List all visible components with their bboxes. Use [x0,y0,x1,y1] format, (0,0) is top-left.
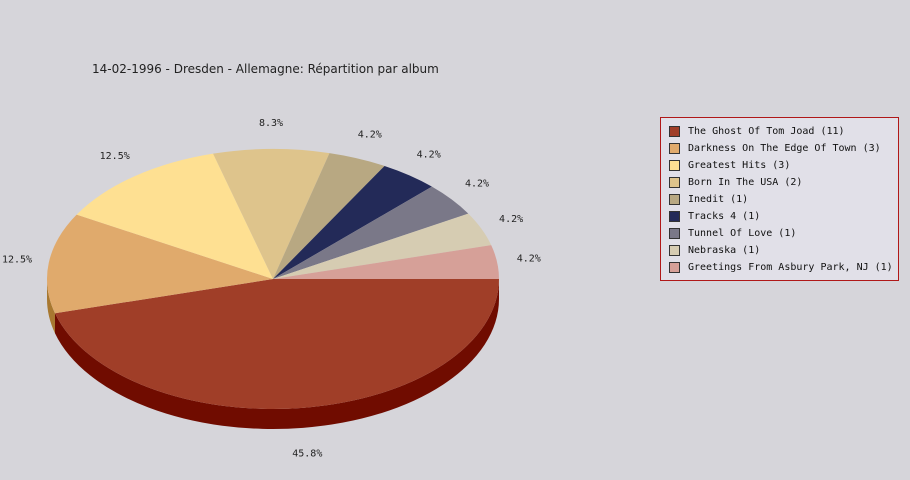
legend-item: Inedit (1) [669,191,898,208]
pie-depth [47,279,500,430]
legend-swatch [669,177,680,188]
slice-label-6: 4.2% [465,179,489,190]
legend-label: Nebraska (1) [688,245,761,256]
legend-item: Darkness On The Edge Of Town (3) [669,140,898,157]
pie-side-0 [54,279,500,430]
slice-label-5: 4.2% [417,150,441,161]
legend-swatch [669,143,680,154]
slice-label-8: 4.2% [517,254,541,265]
pie-side-1 [47,279,55,334]
pie-slices [47,149,500,410]
legend-label: Tunnel Of Love (1) [688,228,797,239]
pie-slice-4 [273,153,385,279]
legend-label: Darkness On The Edge Of Town (3) [688,143,881,154]
legend-item: Greatest Hits (3) [669,157,898,174]
legend-item: Tracks 4 (1) [669,208,898,225]
legend-label: Greetings From Asbury Park, NJ (1) [688,262,893,273]
legend-swatch [669,262,680,273]
chart-legend: The Ghost Of Tom Joad (11) Darkness On Th… [660,117,899,281]
slice-label-0: 45.8% [292,449,322,460]
slice-label-2: 12.5% [100,151,130,162]
legend-swatch [669,126,680,137]
pie-slice-1 [47,214,274,314]
pie-slice-5 [273,165,432,279]
legend-item: Tunnel Of Love (1) [669,225,898,242]
legend-label: Greatest Hits (3) [688,160,791,171]
legend-label: Born In The USA (2) [688,177,803,188]
legend-item: Nebraska (1) [669,242,898,259]
legend-item: Greetings From Asbury Park, NJ (1) [669,259,898,276]
pie-slice-3 [213,149,330,279]
legend-swatch [669,160,680,171]
slice-label-7: 4.2% [499,214,523,225]
chart-title: 14-02-1996 - Dresden - Allemagne: Répart… [92,62,439,76]
pie-slice-8 [273,245,499,279]
legend-swatch [669,211,680,222]
pie-slice-0 [54,279,500,410]
pie-slice-2 [76,153,273,279]
legend-swatch [669,228,680,239]
legend-item: The Ghost Of Tom Joad (11) [669,123,898,140]
slice-label-4: 4.2% [358,129,382,140]
legend-item: Born In The USA (2) [669,174,898,191]
legend-swatch [669,245,680,256]
legend-label: Inedit (1) [688,194,749,205]
legend-label: The Ghost Of Tom Joad (11) [688,126,845,137]
legend-swatch [669,194,680,205]
pie-slice-6 [273,186,469,279]
legend-label: Tracks 4 (1) [688,211,761,222]
slice-label-3: 8.3% [259,118,283,129]
pie-labels: 45.8% 12.5% 12.5% 8.3% 4.2% 4.2% 4.2% 4.2% 4.2% [2,118,541,460]
slice-label-1: 12.5% [2,255,32,266]
pie-slice-7 [273,213,492,279]
